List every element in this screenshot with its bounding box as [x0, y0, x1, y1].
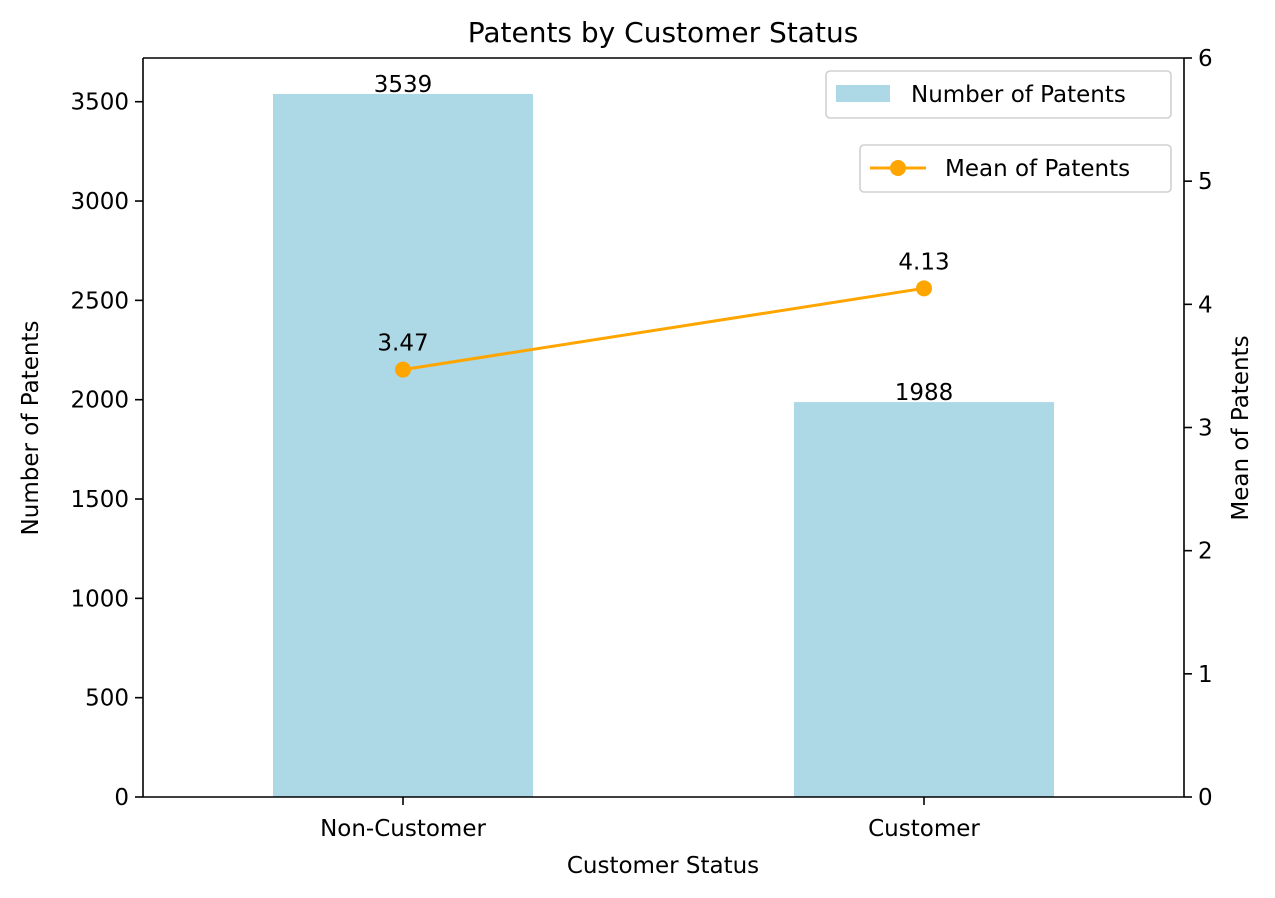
chart-title: Patents by Customer Status [468, 16, 859, 49]
y2-tick-label: 4 [1198, 292, 1213, 318]
mean-value-label-1: 3.47 [377, 331, 428, 357]
mean-line [402, 286, 925, 372]
y-tick-label: 0 [114, 785, 129, 811]
y2-tick-label: 5 [1198, 169, 1213, 195]
y-tick-label: 2000 [70, 388, 129, 414]
y-tick-label: 2500 [70, 288, 129, 314]
mean-value-label-2: 4.13 [898, 249, 949, 275]
bar-legend-label: Number of Patents [911, 82, 1126, 108]
bar-legend-frame [825, 70, 1172, 119]
line-layer [395, 280, 932, 378]
bar-legend: Number of Patents [825, 70, 1172, 119]
line-legend-marker [890, 160, 906, 176]
bar-legend-swatch [836, 85, 890, 102]
y2-tick-label: 1 [1198, 662, 1213, 688]
y2-tick-label: 2 [1198, 539, 1213, 565]
bar-1 [273, 93, 533, 797]
left-y-ticks: 0 500 1000 1500 2000 2500 3000 3500 [70, 90, 143, 811]
bar-value-label-2: 1988 [895, 380, 954, 406]
bar-2 [794, 402, 1054, 797]
line-legend-frame [859, 144, 1172, 193]
y2-tick-label: 0 [1198, 785, 1213, 811]
y-tick-label: 500 [85, 686, 129, 712]
y2-axis-label: Mean of Patents [1228, 335, 1254, 520]
bars-layer [273, 93, 1054, 797]
y-tick-label: 3500 [70, 90, 129, 116]
x-tick-label: Customer [868, 816, 980, 842]
y-axis-label: Number of Patents [18, 321, 44, 536]
x-axis-label: Customer Status [567, 853, 759, 879]
x-ticks: Non-Customer Customer [320, 797, 980, 842]
mean-point-1 [395, 361, 411, 378]
bar-value-label-1: 3539 [374, 72, 433, 98]
x-tick-label: Non-Customer [320, 816, 486, 842]
mean-point-2 [916, 280, 932, 297]
right-y-ticks: 0 1 2 3 4 5 6 [1184, 46, 1213, 811]
line-legend: Mean of Patents [859, 144, 1172, 193]
y-tick-label: 3000 [70, 189, 129, 215]
y-tick-label: 1000 [70, 586, 129, 612]
y2-tick-label: 3 [1198, 416, 1213, 442]
line-labels-layer: 3.47 4.13 [377, 249, 949, 356]
bar-labels-layer: 3539 1988 [374, 72, 954, 406]
y2-tick-label: 6 [1198, 46, 1213, 72]
y-tick-label: 1500 [70, 487, 129, 513]
line-legend-label: Mean of Patents [945, 156, 1130, 182]
